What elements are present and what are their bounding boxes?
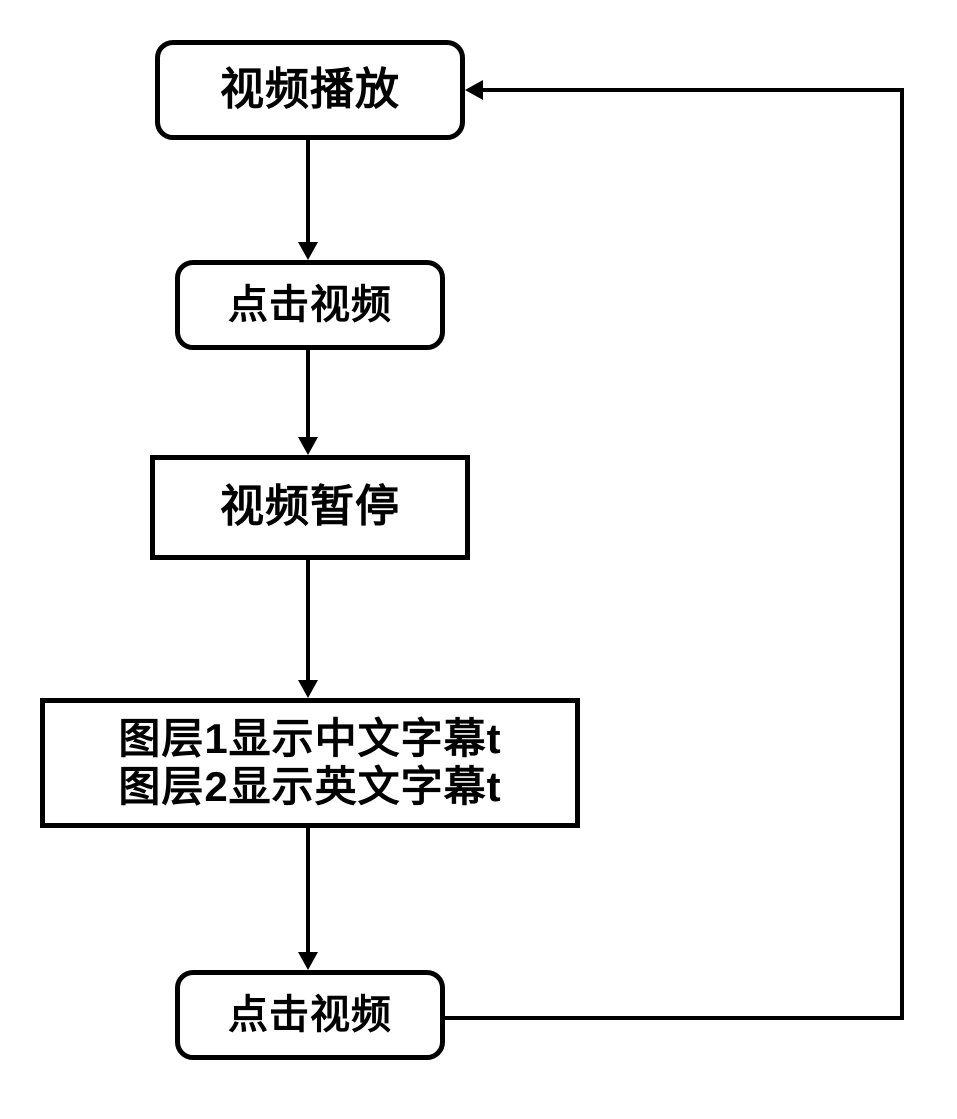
arrow-3-4-head bbox=[298, 680, 318, 698]
node-label: 点击视频 bbox=[228, 992, 392, 1038]
arrow-1-2-head bbox=[298, 242, 318, 260]
node-label: 视频播放 bbox=[220, 65, 400, 116]
node-click-video-1: 点击视频 bbox=[175, 260, 445, 350]
node-subtitle-layers: 图层1显示中文字幕t 图层2显示英文字幕t bbox=[40, 698, 580, 828]
arrow-1-2-line bbox=[306, 140, 310, 242]
feedback-arrow-head bbox=[465, 80, 483, 100]
node-video-pause: 视频暂停 bbox=[150, 455, 470, 560]
arrow-2-3-head bbox=[298, 437, 318, 455]
arrow-3-4-line bbox=[306, 560, 310, 680]
node-video-play: 视频播放 bbox=[155, 40, 465, 140]
feedback-line-top bbox=[483, 88, 904, 92]
node-click-video-2: 点击视频 bbox=[175, 970, 445, 1060]
node-label-line2: 图层2显示英文字幕t bbox=[118, 763, 501, 811]
node-label: 视频暂停 bbox=[220, 482, 400, 533]
node-label: 点击视频 bbox=[228, 282, 392, 328]
node-label-line1: 图层1显示中文字幕t bbox=[118, 715, 501, 763]
arrow-4-5-line bbox=[306, 828, 310, 952]
arrow-2-3-line bbox=[306, 350, 310, 437]
feedback-line-bottom bbox=[445, 1016, 904, 1020]
arrow-4-5-head bbox=[298, 952, 318, 970]
feedback-line-right bbox=[900, 88, 904, 1020]
